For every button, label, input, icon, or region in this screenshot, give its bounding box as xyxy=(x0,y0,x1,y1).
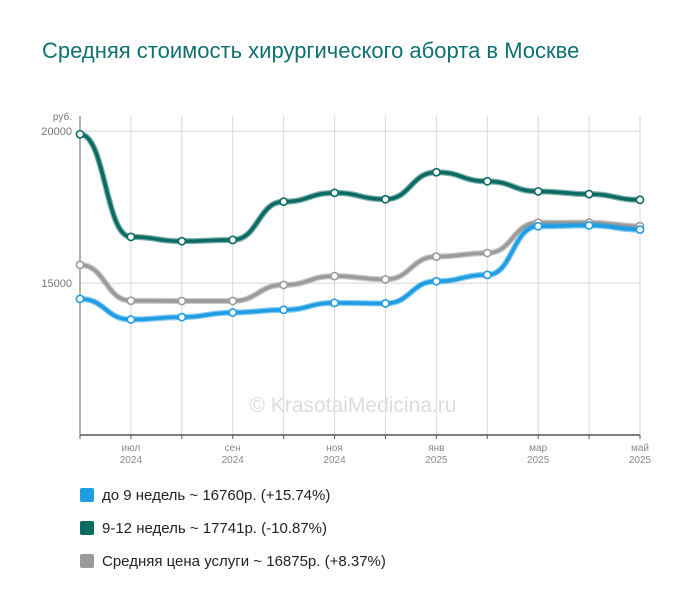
x-tick-label: янв xyxy=(428,443,444,454)
data-point-0 xyxy=(279,305,289,315)
series-line-2 xyxy=(78,220,642,303)
data-point-1 xyxy=(330,188,339,198)
legend-label-0: до 9 недель ~ 16760р. (+15.74%) xyxy=(102,486,331,504)
data-point-0 xyxy=(584,220,594,230)
data-point-0 xyxy=(482,270,492,280)
legend-swatch-0 xyxy=(80,488,94,502)
series-line-glow-2 xyxy=(77,219,643,305)
series-lines xyxy=(77,131,643,323)
legend-swatch-2 xyxy=(80,554,94,568)
x-tick-label: сен xyxy=(225,443,241,454)
data-point-2 xyxy=(330,271,339,281)
data-point-0 xyxy=(381,299,390,308)
x-tick-year-label: 2024 xyxy=(120,455,143,466)
data-point-2 xyxy=(228,296,238,306)
data-point-2 xyxy=(381,275,390,284)
axes: 1500020000руб.июл2024сен2024ноя2024янв20… xyxy=(41,111,651,466)
data-point-0 xyxy=(330,298,339,308)
x-tick-year-label: 2025 xyxy=(425,455,448,466)
data-point-1 xyxy=(177,236,187,246)
legend-item-1[interactable]: 9-12 недель ~ 17741р. (-10.87%) xyxy=(80,517,386,539)
data-point-0 xyxy=(177,312,187,322)
x-tick-year-label: 2025 xyxy=(527,455,550,466)
data-point-0 xyxy=(228,308,238,317)
x-tick-label: мар xyxy=(529,443,547,454)
x-tick-label: май xyxy=(631,443,649,454)
legend-label-2: Средняя цена услуги ~ 16875р. (+8.37%) xyxy=(102,552,386,570)
y-axis-label: руб. xyxy=(53,111,72,123)
data-point-1 xyxy=(279,197,289,207)
data-point-1 xyxy=(584,189,594,199)
data-point-2 xyxy=(75,260,85,270)
legend: до 9 недель ~ 16760р. (+15.74%) 9-12 нед… xyxy=(80,484,386,583)
watermark: © KrasotaiMedicina.ru xyxy=(250,394,457,417)
data-point-1 xyxy=(75,129,85,139)
data-point-2 xyxy=(482,248,492,258)
data-point-1 xyxy=(228,235,238,245)
x-tick-year-label: 2024 xyxy=(323,455,346,466)
data-point-1 xyxy=(381,194,390,204)
y-tick-label: 15000 xyxy=(41,278,72,290)
legend-swatch-1 xyxy=(80,521,94,535)
data-point-0 xyxy=(75,294,85,304)
data-point-1 xyxy=(482,176,492,186)
y-tick-label: 20000 xyxy=(41,126,72,138)
legend-item-0[interactable]: до 9 недель ~ 16760р. (+15.74%) xyxy=(80,484,386,506)
x-tick-label: ноя xyxy=(326,443,343,454)
data-point-0 xyxy=(635,225,645,235)
data-point-2 xyxy=(279,280,289,290)
legend-item-2[interactable]: Средняя цена услуги ~ 16875р. (+8.37%) xyxy=(80,550,386,572)
data-point-1 xyxy=(431,167,441,177)
series-points xyxy=(75,129,645,324)
x-tick-year-label: 2025 xyxy=(629,455,652,466)
data-point-0 xyxy=(533,221,543,231)
data-point-1 xyxy=(126,232,136,242)
data-point-1 xyxy=(635,195,645,205)
data-point-2 xyxy=(177,296,187,306)
data-point-2 xyxy=(431,252,441,262)
chart-title: Средняя стоимость хирургического аборта … xyxy=(42,38,580,63)
legend-label-1: 9-12 недель ~ 17741р. (-10.87%) xyxy=(102,519,327,537)
x-tick-label: июл xyxy=(122,443,141,454)
data-point-1 xyxy=(533,186,543,196)
data-point-2 xyxy=(126,296,136,306)
data-point-0 xyxy=(431,276,441,286)
data-point-0 xyxy=(126,315,136,324)
x-tick-year-label: 2024 xyxy=(222,455,245,466)
